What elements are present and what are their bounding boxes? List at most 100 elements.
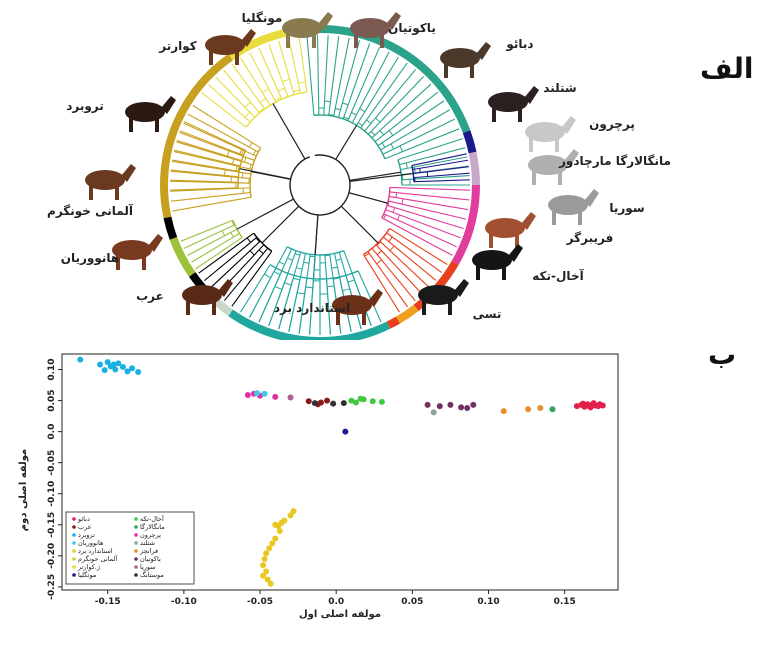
panel-label-b: ب <box>708 338 737 371</box>
pca-scatter-plot: -0.15 -0.10 -0.05 0.0 0.05 0.10 0.15 0.10 0.05 0.… <box>18 353 619 620</box>
tree-branch <box>381 217 453 256</box>
x-tick-label: 0.15 <box>554 597 576 607</box>
data-point <box>272 393 279 400</box>
data-point <box>263 550 270 557</box>
legend-label: ژ.کوارتر <box>77 563 100 571</box>
legend-swatch <box>72 549 76 553</box>
tree-branch <box>272 103 306 160</box>
legend-label: پرچرون <box>140 531 161 539</box>
legend-swatch <box>134 525 138 529</box>
tree-branch <box>172 196 252 212</box>
tree-branch <box>258 47 283 100</box>
tree-branch <box>239 168 291 180</box>
tree-branch <box>198 232 254 274</box>
horse-photo-quarter <box>205 29 256 65</box>
horse-photo-sorraia <box>548 189 599 225</box>
ring-sector <box>396 304 419 324</box>
tree-branch <box>339 250 345 253</box>
tree-branch <box>389 245 395 251</box>
legend-swatch <box>134 573 138 577</box>
tree-branch <box>282 78 290 83</box>
breed-label-standardbred: استاندارد برد <box>274 301 350 315</box>
tree-branch <box>413 166 469 175</box>
tree-branch <box>349 171 402 181</box>
tree-branch <box>170 169 239 178</box>
tree-branch <box>240 57 271 106</box>
tree-branch <box>401 198 404 205</box>
tree-branch <box>316 35 320 116</box>
data-point <box>470 401 477 408</box>
horse-photo-hanoverian <box>112 234 163 270</box>
legend-box <box>65 511 195 585</box>
data-point <box>590 400 597 407</box>
tree-branch <box>397 138 463 161</box>
legend-label: یاکوتیان <box>140 555 161 563</box>
data-point <box>311 400 318 407</box>
tree-branch <box>183 122 257 157</box>
tree-branch <box>348 192 388 204</box>
y-tick-label: 0.0 <box>47 424 57 440</box>
phylogenetic-tree: کوارتر مونگلیا یاکوتیان دبائو تروبرد شتلند پرچ… <box>47 11 671 340</box>
x-tick-label: -0.10 <box>171 597 197 607</box>
tree-branch <box>183 224 236 249</box>
panel-label-a: الف <box>700 52 754 85</box>
data-point <box>110 361 117 368</box>
tree-branch <box>371 247 416 302</box>
tree-branch <box>389 191 470 201</box>
horse-photo-standardbred <box>332 289 383 325</box>
tree-branch <box>324 254 332 335</box>
tree-branch <box>264 273 271 279</box>
breed-label-mongol: مونگلیا <box>242 11 283 26</box>
tree-branch <box>278 252 302 330</box>
tree-branch <box>343 250 372 327</box>
tree-branch <box>170 170 251 180</box>
x-tick-label: 0.05 <box>401 597 423 607</box>
ring-sector <box>451 185 480 265</box>
tree-color-ring <box>160 25 480 340</box>
tree-branch <box>245 121 251 128</box>
tree-branch <box>195 237 243 270</box>
tree-branch <box>389 186 470 191</box>
tree-branch <box>179 130 244 156</box>
tree-branch <box>324 254 330 257</box>
data-point <box>436 403 443 410</box>
data-point <box>330 400 337 407</box>
data-point <box>244 391 251 398</box>
tree-branch <box>333 37 350 117</box>
data-point <box>112 366 119 373</box>
tree-branch <box>324 100 331 103</box>
legend-swatch <box>134 533 138 537</box>
tree-branch <box>413 166 416 174</box>
tree-branch <box>366 119 372 124</box>
legend-swatch <box>72 541 76 545</box>
tree-branch <box>298 81 306 84</box>
x-axis-label: مولفه اصلی اول <box>299 609 381 620</box>
data-point <box>360 396 367 403</box>
tree-branch <box>191 232 240 263</box>
data-point <box>348 397 355 404</box>
tree-branch <box>308 254 316 335</box>
legend-swatch <box>134 565 138 569</box>
tree-branch <box>328 36 340 116</box>
legend-label: موستانگ <box>140 571 164 579</box>
data-point <box>124 368 131 375</box>
horse-photo-akhal_teke <box>472 244 523 280</box>
legend-label: عرب <box>78 523 92 531</box>
breed-label-warmblood: آلمانی خونگرم <box>47 203 134 219</box>
tree-branch <box>223 69 260 114</box>
data-point <box>104 359 111 366</box>
ring-sector <box>169 236 196 277</box>
ring-sector <box>163 216 178 240</box>
tree-branch <box>376 259 382 265</box>
tree-branch <box>331 266 338 269</box>
tree-branch <box>204 236 258 282</box>
tree-branch <box>395 192 398 198</box>
legend-label: آلمانی خونگرم <box>78 554 118 563</box>
tree-branch <box>335 258 342 261</box>
horse-photo-percheron <box>525 116 576 152</box>
tree-root <box>289 154 351 216</box>
breed-label-percheron: پرچرون <box>589 117 635 132</box>
tree-branch <box>375 117 381 123</box>
tree-branch <box>287 257 293 261</box>
legend-swatch <box>72 565 76 569</box>
